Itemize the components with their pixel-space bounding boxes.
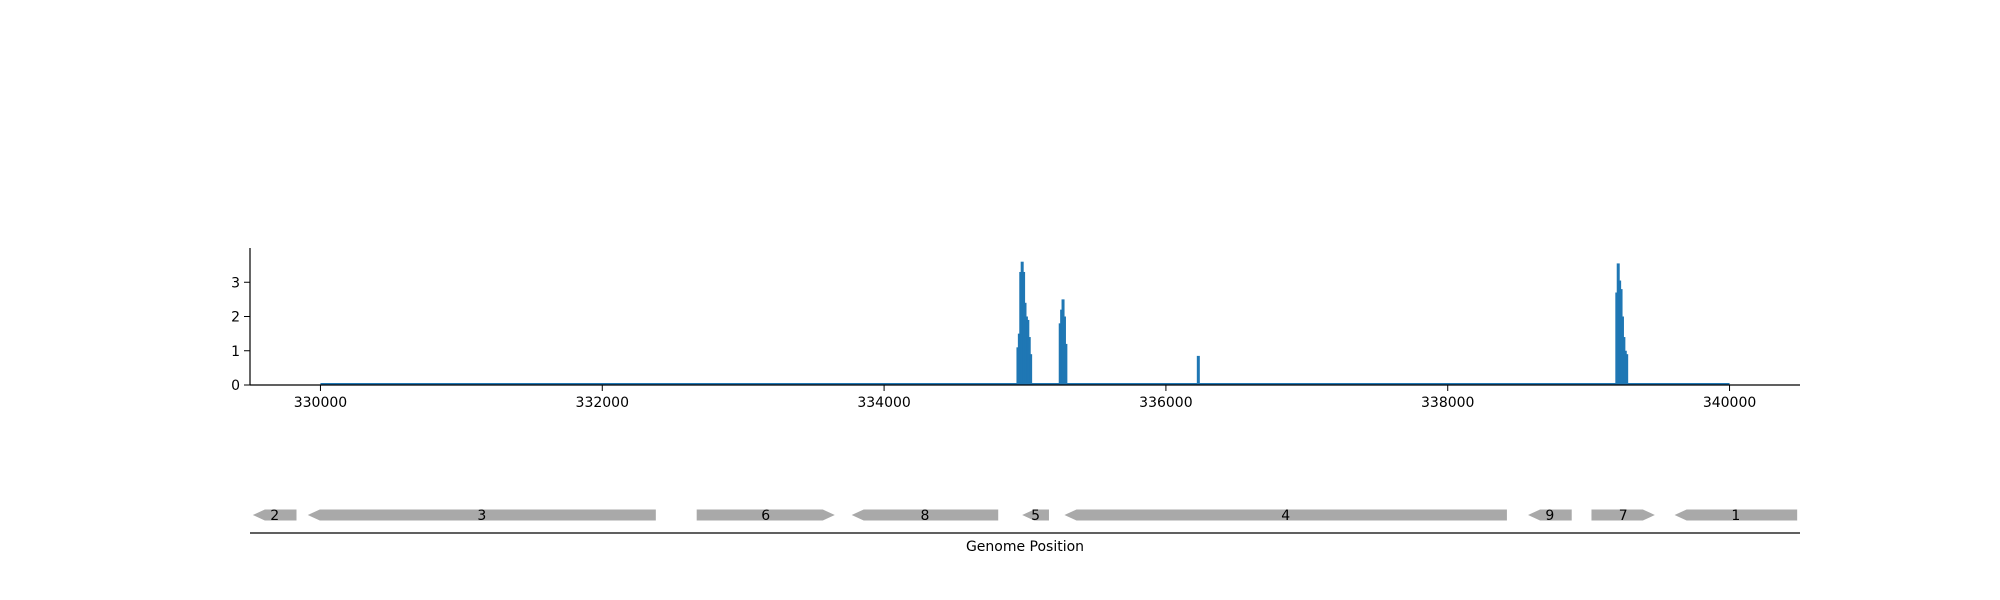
coverage-plot: 0 1 2 3 330000 332000 334000 336000 338000 34000… (231, 248, 1800, 411)
gene-label: 6 (761, 508, 770, 524)
gene-arrow (1064, 509, 1507, 521)
x-tick-label: 332000 (576, 395, 629, 411)
gene-label: 7 (1619, 508, 1628, 524)
gene-arrow (1022, 509, 1049, 521)
gene-track: 2 3 6 8 5 4 9 7 1 Genome Position (250, 508, 1800, 555)
gene-label: 8 (920, 508, 929, 524)
x-axis-label: Genome Position (966, 539, 1084, 555)
y-axis-ticks: 0 1 2 3 (231, 275, 250, 394)
x-tick-label: 334000 (857, 395, 910, 411)
coverage-bar (1029, 354, 1033, 385)
gene-label: 1 (1731, 508, 1740, 524)
x-tick-label: 338000 (1421, 395, 1474, 411)
y-tick-label: 1 (231, 344, 240, 360)
gene-arrow (307, 509, 656, 521)
y-tick-label: 0 (231, 378, 240, 394)
gene-arrow (1674, 509, 1798, 521)
x-tick-label: 336000 (1139, 395, 1192, 411)
gene-label: 3 (477, 508, 486, 524)
gene-label: 4 (1281, 508, 1290, 524)
gene-label: 9 (1545, 508, 1554, 524)
gene-label: 5 (1031, 508, 1040, 524)
coverage-bars (1016, 261, 1629, 385)
gene-label: 2 (270, 508, 279, 524)
gene-arrows: 2 3 6 8 5 4 9 7 1 (252, 508, 1798, 524)
gene-arrow (696, 509, 835, 521)
x-tick-label: 340000 (1703, 395, 1756, 411)
y-tick-label: 2 (231, 310, 240, 326)
gene-arrow (851, 509, 999, 521)
y-tick-label: 3 (231, 275, 240, 291)
x-axis-ticks: 330000 332000 334000 336000 338000 340000 (294, 385, 1756, 411)
coverage-bar (1196, 355, 1200, 385)
x-tick-label: 330000 (294, 395, 347, 411)
coverage-bar (1064, 343, 1068, 385)
gene-arrow (1591, 509, 1655, 521)
coverage-bar (1625, 354, 1629, 385)
gene-arrow (252, 509, 297, 521)
gene-arrow (1528, 509, 1572, 521)
